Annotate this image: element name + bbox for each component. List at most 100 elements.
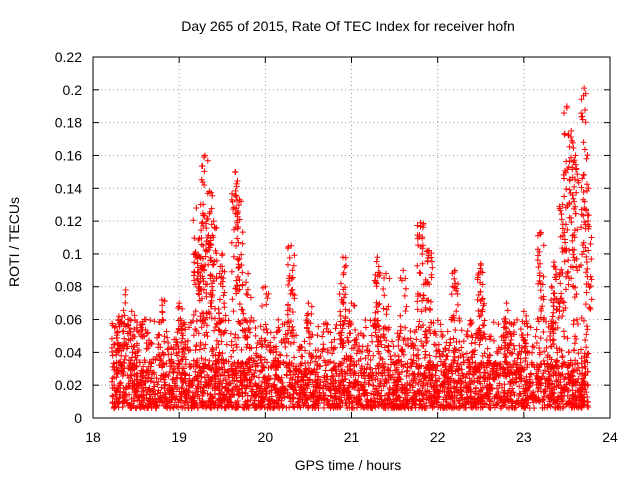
- y-tick-label: 0.18: [55, 115, 82, 131]
- data-point: [584, 394, 591, 401]
- data-point: [496, 380, 503, 387]
- data-point: [454, 367, 461, 374]
- data-point: [360, 332, 367, 339]
- data-point: [578, 262, 585, 269]
- data-point: [111, 373, 118, 380]
- data-point: [148, 340, 155, 347]
- data-point: [264, 359, 271, 366]
- data-point: [346, 379, 353, 386]
- data-point: [257, 357, 264, 364]
- data-point: [128, 372, 135, 379]
- data-point: [484, 345, 491, 352]
- data-point: [561, 193, 568, 200]
- data-point: [585, 403, 592, 410]
- data-point: [140, 392, 147, 399]
- data-point: [216, 327, 223, 334]
- y-tick-label: 0.14: [55, 180, 82, 196]
- data-point: [219, 250, 226, 257]
- data-point: [215, 341, 222, 348]
- data-point: [429, 264, 436, 271]
- data-point: [414, 298, 421, 305]
- data-point: [516, 375, 523, 382]
- data-point: [438, 328, 445, 335]
- data-point: [484, 384, 491, 391]
- data-point: [330, 372, 337, 379]
- data-point: [284, 261, 291, 268]
- data-point: [221, 300, 228, 307]
- data-point: [360, 370, 367, 377]
- data-point: [584, 326, 591, 333]
- data-point: [369, 369, 376, 376]
- data-point: [186, 395, 193, 402]
- data-point: [587, 240, 594, 247]
- data-point: [109, 385, 116, 392]
- data-point: [314, 377, 321, 384]
- data-point: [558, 216, 565, 223]
- data-point: [414, 222, 421, 229]
- data-point: [315, 355, 322, 362]
- data-point: [482, 369, 489, 376]
- data-point: [376, 300, 383, 307]
- data-point: [155, 331, 162, 338]
- data-point: [566, 395, 573, 402]
- data-point: [543, 344, 550, 351]
- chart-title: Day 265 of 2015, Rate Of TEC Index for r…: [181, 18, 515, 34]
- data-point: [219, 350, 226, 357]
- data-point: [566, 380, 573, 387]
- data-point: [328, 339, 335, 346]
- data-point: [259, 363, 266, 370]
- data-point: [310, 383, 317, 390]
- data-point: [449, 370, 456, 377]
- data-point: [384, 397, 391, 404]
- data-point: [413, 360, 420, 367]
- data-point: [243, 290, 250, 297]
- data-point: [236, 301, 243, 308]
- data-point: [313, 369, 320, 376]
- data-point: [250, 357, 257, 364]
- data-point: [163, 404, 170, 411]
- data-point: [560, 110, 567, 117]
- data-point: [529, 343, 536, 350]
- data-point: [564, 335, 571, 342]
- data-point: [511, 358, 518, 365]
- data-point: [433, 378, 440, 385]
- data-point: [477, 373, 484, 380]
- data-point: [503, 300, 510, 307]
- data-point: [578, 110, 585, 117]
- data-point: [367, 364, 374, 371]
- data-point: [341, 392, 348, 399]
- data-point: [443, 339, 450, 346]
- x-tick-label: 20: [258, 429, 274, 445]
- data-point: [229, 296, 236, 303]
- data-point: [409, 370, 416, 377]
- data-point: [575, 350, 582, 357]
- data-point: [503, 359, 510, 366]
- data-point: [456, 347, 463, 354]
- data-point: [562, 221, 569, 228]
- data-point: [278, 387, 285, 394]
- data-point: [399, 385, 406, 392]
- data-point: [375, 401, 382, 408]
- data-point: [527, 370, 534, 377]
- data-point: [563, 158, 570, 165]
- data-point: [291, 339, 298, 346]
- data-point: [129, 349, 136, 356]
- data-point: [390, 343, 397, 350]
- data-point: [456, 315, 463, 322]
- data-point: [483, 401, 490, 408]
- data-point: [337, 382, 344, 389]
- data-point: [541, 348, 548, 355]
- data-point: [230, 347, 237, 354]
- data-point: [587, 273, 594, 280]
- data-point: [550, 309, 557, 316]
- data-point: [151, 318, 158, 325]
- y-tick-label: 0.12: [55, 213, 82, 229]
- data-point: [161, 338, 168, 345]
- data-point: [358, 365, 365, 372]
- data-point: [458, 361, 465, 368]
- data-point: [201, 345, 208, 352]
- data-point: [178, 339, 185, 346]
- data-point: [421, 354, 428, 361]
- data-point: [274, 328, 281, 335]
